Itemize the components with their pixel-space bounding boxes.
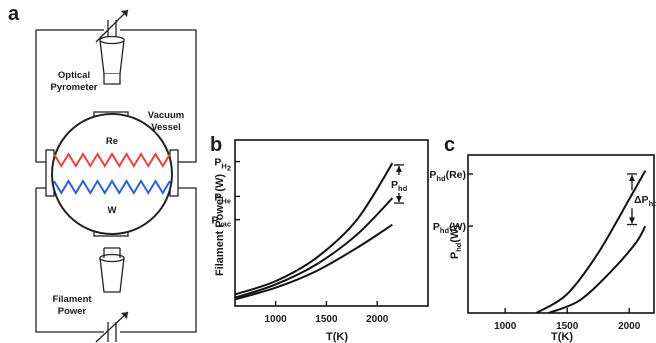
w-label: W — [108, 205, 117, 216]
pyrometer-icon — [99, 247, 125, 293]
x-axis-title: T(K) — [551, 331, 573, 343]
chart-b: b Filament Power (W) T(K) 1000 1500 2000 PH… — [210, 134, 429, 343]
plot-frame — [234, 139, 429, 307]
y-tick-label: PHe — [214, 191, 231, 205]
x-axis-title: T(K) — [326, 331, 348, 343]
series-line-p-vac — [234, 223, 393, 301]
panel-letter-c: c — [444, 134, 455, 156]
y-tick-label: Pvac — [211, 215, 231, 229]
x-tick-label: 1500 — [315, 314, 338, 325]
series-line-p-hd-re- — [535, 170, 647, 314]
x-tick-label: 2000 — [366, 314, 389, 325]
delta-annotation-label: ΔPhd — [634, 194, 656, 208]
w-filament — [53, 179, 171, 195]
y-axis-title: Filament Power (W) — [214, 174, 226, 276]
y-tick-label: Phd(W) — [433, 221, 466, 235]
vacuum-vessel-label-line1: Vacuum — [148, 110, 184, 121]
pyrometer-icon — [99, 35, 125, 85]
re-label: Re — [106, 136, 118, 147]
x-tick-label: 2000 — [618, 321, 641, 332]
apparatus-diagram: a — [8, 3, 197, 343]
x-tick-label: 1000 — [265, 314, 288, 325]
re-filament — [53, 152, 171, 168]
variable-resistor-icon — [95, 311, 129, 343]
series-line-p-he — [234, 197, 394, 299]
panel-letter-b: b — [210, 134, 222, 156]
x-tick-label: 1000 — [494, 321, 517, 332]
y-axis-title: Phd(W) — [449, 225, 463, 260]
vacuum-vessel — [45, 111, 179, 237]
filament-power-label-line2: Power — [58, 306, 87, 317]
optical-pyrometer-label-line1: Optical — [58, 70, 90, 81]
series-line-p-h2 — [234, 162, 394, 296]
delta-annotation: Phd — [391, 164, 408, 204]
y-tick-label: PH2 — [214, 157, 231, 173]
delta-annotation-label: Phd — [391, 179, 408, 193]
y-tick-label: Phd(Re) — [429, 169, 466, 183]
top-left-wire — [35, 30, 52, 163]
filament-power-label-line1: Filament — [52, 294, 92, 305]
vacuum-vessel-label-line2: Vessel — [151, 122, 181, 133]
panel-letter-a: a — [8, 3, 20, 25]
x-tick-label: 1500 — [556, 321, 579, 332]
plot-frame — [467, 154, 655, 314]
bottom-wire — [35, 187, 197, 333]
optical-pyrometer-label-line2: Pyrometer — [51, 82, 98, 93]
chart-c: c Phd(W) T(K) 1000 1500 2000 Phd(Re) Phd(W) Δ… — [429, 134, 656, 343]
delta-annotation: ΔPhd — [627, 173, 656, 226]
series-line-p-hd-w- — [548, 225, 647, 314]
